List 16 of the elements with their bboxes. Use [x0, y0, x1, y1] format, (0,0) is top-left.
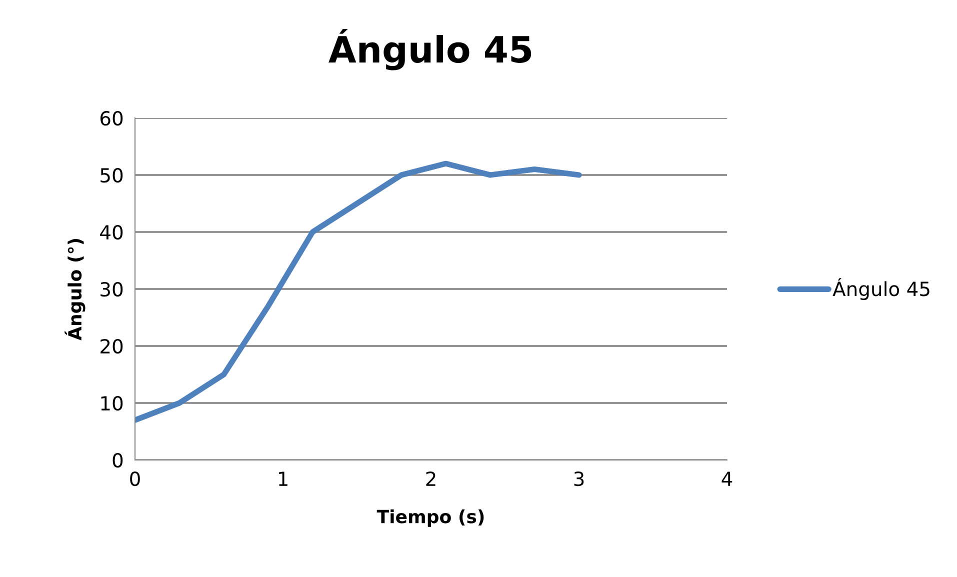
- x-tick-label: 3: [574, 471, 584, 486]
- y-tick-label: 50: [100, 168, 123, 183]
- x-tick-label: 2: [426, 471, 436, 486]
- y-tick-label: 30: [100, 282, 123, 297]
- y-axis-title: Ángulo (°): [64, 239, 86, 340]
- y-tick-label: 40: [100, 224, 123, 240]
- y-tick-label: 20: [100, 338, 123, 354]
- x-axis-title: Tiempo (s): [376, 509, 484, 527]
- chart-title: Ángulo 45: [328, 29, 532, 70]
- y-tick-label: 0: [112, 452, 123, 468]
- legend-label: Ángulo 45: [832, 278, 930, 300]
- x-tick-label: 0: [130, 471, 140, 486]
- x-tick-label: 1: [278, 472, 288, 486]
- y-tick-label: 60: [100, 110, 123, 126]
- y-tick-label: 10: [101, 396, 123, 411]
- x-tick-label: 4: [722, 472, 732, 486]
